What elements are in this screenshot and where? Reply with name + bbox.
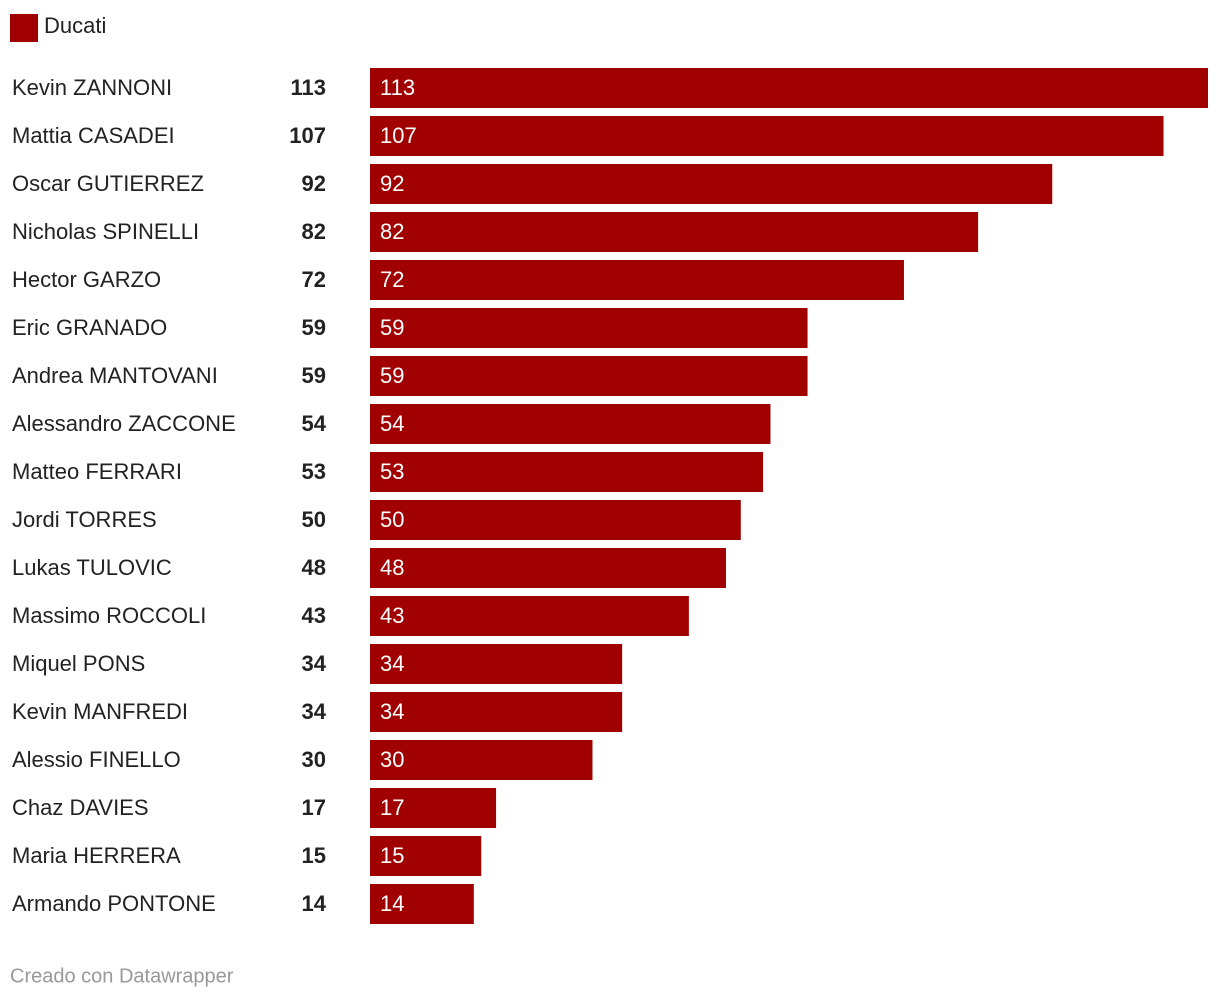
bar [370,884,474,924]
value-column-label: 30 [302,747,326,772]
category-label: Nicholas SPINELLI [12,219,199,244]
bar [370,692,623,732]
bar-value-label: 34 [380,699,404,724]
category-label: Armando PONTONE [12,891,216,916]
bar-value-label: 82 [380,219,404,244]
bar-value-label: 113 [380,75,415,100]
bar-value-label: 72 [380,267,404,292]
bar [370,260,904,300]
bar [370,500,741,540]
bar-value-label: 15 [380,843,404,868]
value-column-label: 48 [302,555,326,580]
bar-value-label: 34 [380,651,404,676]
category-label: Hector GARZO [12,267,161,292]
category-label: Eric GRANADO [12,315,167,340]
category-label: Miquel PONS [12,651,145,676]
credit: Creado con Datawrapper [10,965,234,987]
category-label: Kevin MANFREDI [12,699,188,724]
value-column-label: 34 [302,651,327,676]
value-column-label: 82 [302,219,326,244]
value-column-label: 72 [302,267,326,292]
category-label: Lukas TULOVIC [12,555,172,580]
value-column-label: 54 [302,411,327,436]
value-column-label: 53 [302,459,326,484]
category-label: Matteo FERRARI [12,459,182,484]
category-label: Maria HERRERA [12,843,181,868]
value-column-label: 113 [291,75,327,100]
bar [370,836,482,876]
bar [370,788,497,828]
category-label: Jordi TORRES [12,507,157,532]
category-label: Alessio FINELLO [12,747,181,772]
bar [370,164,1053,204]
bar-value-label: 30 [380,747,404,772]
bar-value-label: 50 [380,507,404,532]
bar-value-label: 92 [380,171,404,196]
bar [370,116,1164,156]
category-label: Alessandro ZACCONE [12,411,236,436]
value-column-label: 43 [302,603,326,628]
category-label: Chaz DAVIES [12,795,149,820]
category-label: Kevin ZANNONI [12,75,172,100]
bar [370,212,979,252]
value-column-label: 17 [302,795,326,820]
bar-value-label: 53 [380,459,404,484]
bar [370,596,689,636]
value-column-label: 14 [302,891,327,916]
bar-value-label: 107 [380,123,417,148]
legend-label: Ducati [44,13,106,38]
category-label: Andrea MANTOVANI [12,363,218,388]
bar [370,404,771,444]
value-column-label: 59 [302,315,326,340]
category-label: Massimo ROCCOLI [12,603,206,628]
value-column-label: 15 [302,843,326,868]
bar [370,68,1208,108]
value-column-label: 59 [302,363,326,388]
bar-value-label: 59 [380,315,404,340]
value-column-label: 107 [289,123,326,148]
bar [370,740,593,780]
bar-value-label: 17 [380,795,404,820]
bar-value-label: 54 [380,411,404,436]
category-label: Oscar GUTIERREZ [12,171,204,196]
bar [370,452,764,492]
value-column-label: 34 [302,699,327,724]
bar [370,356,808,396]
value-column-label: 50 [302,507,326,532]
bar [370,548,726,588]
bar [370,644,623,684]
legend-swatch [10,14,38,42]
bar-value-label: 48 [380,555,404,580]
value-column-label: 92 [302,171,326,196]
bar-value-label: 43 [380,603,404,628]
bar-value-label: 59 [380,363,404,388]
bar [370,308,808,348]
category-label: Mattia CASADEI [12,123,175,148]
bar-value-label: 14 [380,891,404,916]
